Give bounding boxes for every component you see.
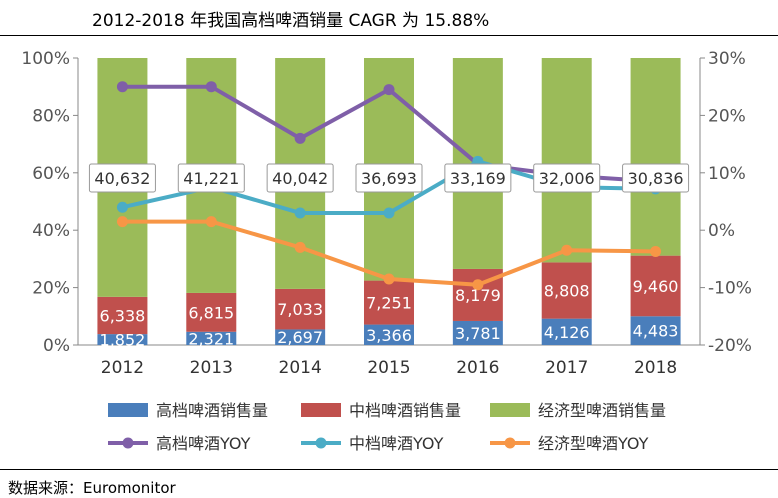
- y-right-tick-label: 20%: [708, 106, 746, 126]
- data-label-box: [533, 163, 601, 193]
- bar-mid: [275, 288, 326, 330]
- source-value: Euromonitor: [83, 479, 176, 497]
- legend-swatch-econ: [490, 403, 530, 417]
- y-right-tick-label: 0%: [708, 221, 735, 241]
- x-tick-label: 2012: [101, 358, 144, 378]
- x-tick-label: 2018: [634, 358, 677, 378]
- source-label: 数据来源：: [8, 479, 84, 497]
- data-label-mid: 6,815: [188, 303, 234, 322]
- chart-title: 2012-2018 年我国高档啤酒销量 CAGR 为 15.88%: [92, 11, 490, 31]
- data-label-econ: 40,042: [272, 169, 328, 188]
- legend-label: 中档啤酒销售量: [349, 401, 461, 420]
- data-label-box: [355, 163, 423, 193]
- bar-high: [452, 320, 503, 345]
- bar-high: [97, 334, 148, 345]
- y-left-tick-label: 80%: [32, 106, 70, 126]
- x-tick-label: 2015: [367, 358, 410, 378]
- x-tick-label: 2017: [545, 358, 588, 378]
- legend-marker-mid_yoy: [315, 437, 327, 449]
- bar-high: [275, 329, 326, 345]
- y-left-tick-label: 20%: [32, 279, 70, 299]
- data-label-box: [177, 163, 245, 193]
- data-label-mid: 7,251: [366, 294, 412, 313]
- y-left-tick-label: 100%: [21, 49, 70, 69]
- title-divider: [0, 35, 778, 36]
- legend-label: 高档啤酒YOY: [156, 434, 251, 453]
- point-mid_yoy: [294, 207, 306, 219]
- data-label-econ: 32,006: [539, 169, 595, 188]
- bar-mid: [186, 292, 237, 332]
- data-label-box: [266, 163, 334, 193]
- legend-label: 高档啤酒销售量: [156, 401, 268, 420]
- point-high_yoy: [116, 81, 128, 93]
- point-high_yoy: [383, 84, 395, 96]
- data-label-box: [444, 163, 512, 193]
- data-label-high: 2,321: [188, 329, 234, 348]
- bar-econ: [630, 58, 681, 256]
- data-label-mid: 6,338: [100, 306, 146, 325]
- y-left-tick-label: 40%: [32, 221, 70, 241]
- bar-mid: [630, 255, 681, 317]
- data-label-high: 2,697: [277, 328, 323, 347]
- data-label-box: [622, 163, 690, 193]
- bar-high: [364, 324, 414, 345]
- bar-econ: [541, 58, 592, 263]
- point-econ_yoy: [561, 244, 573, 256]
- y-left-tick-label: 0%: [43, 336, 70, 356]
- bar-mid: [97, 296, 148, 335]
- data-label-econ: 36,693: [361, 169, 417, 188]
- bar-high: [630, 316, 681, 345]
- y-right-tick-label: 30%: [708, 49, 746, 69]
- data-label-econ: 30,836: [628, 169, 684, 188]
- y-right-tick-label: -10%: [708, 279, 752, 299]
- point-econ_yoy: [383, 273, 395, 285]
- x-tick-label: 2016: [456, 358, 499, 378]
- bar-high: [186, 331, 237, 345]
- data-label-econ: 41,221: [183, 169, 239, 188]
- point-high_yoy: [205, 81, 217, 93]
- x-tick-label: 2014: [279, 358, 322, 378]
- x-tick-label: 2013: [190, 358, 233, 378]
- data-label-econ: 33,169: [450, 169, 506, 188]
- legend-label: 中档啤酒YOY: [349, 434, 444, 453]
- source-note: 数据来源：Euromonitor: [8, 477, 176, 498]
- legend-marker-econ_yoy: [504, 437, 516, 449]
- point-mid_yoy: [383, 207, 395, 219]
- y-right-tick-label: 10%: [708, 164, 746, 184]
- data-label-mid: 8,808: [544, 282, 590, 301]
- legend-marker-high_yoy: [122, 437, 134, 449]
- point-mid_yoy: [116, 201, 128, 213]
- bar-mid: [541, 262, 592, 319]
- data-label-box: [88, 163, 156, 193]
- data-label-mid: 8,179: [455, 286, 501, 305]
- source-divider: [0, 469, 778, 470]
- data-label-high: 3,781: [455, 324, 501, 343]
- legend-label: 经济型啤酒销售量: [538, 401, 666, 420]
- data-label-high: 3,366: [366, 326, 412, 345]
- point-econ_yoy: [472, 279, 484, 291]
- legend-swatch-mid: [301, 403, 341, 417]
- data-label-high: 1,852: [100, 331, 146, 350]
- data-label-mid: 7,033: [277, 300, 323, 319]
- legend-label: 经济型啤酒YOY: [538, 434, 649, 453]
- legend-swatch-high: [108, 403, 148, 417]
- bar-high: [541, 318, 592, 345]
- data-label-mid: 9,460: [633, 277, 679, 296]
- point-high_yoy: [294, 132, 306, 144]
- point-econ_yoy: [294, 241, 306, 253]
- bar-mid: [364, 280, 414, 325]
- point-econ_yoy: [205, 216, 217, 228]
- y-right-tick-label: -20%: [708, 336, 752, 356]
- point-econ_yoy: [116, 216, 128, 228]
- data-label-high: 4,126: [544, 323, 590, 342]
- point-econ_yoy: [650, 245, 662, 257]
- data-label-econ: 40,632: [94, 169, 150, 188]
- y-left-tick-label: 60%: [32, 164, 70, 184]
- data-label-high: 4,483: [633, 322, 679, 341]
